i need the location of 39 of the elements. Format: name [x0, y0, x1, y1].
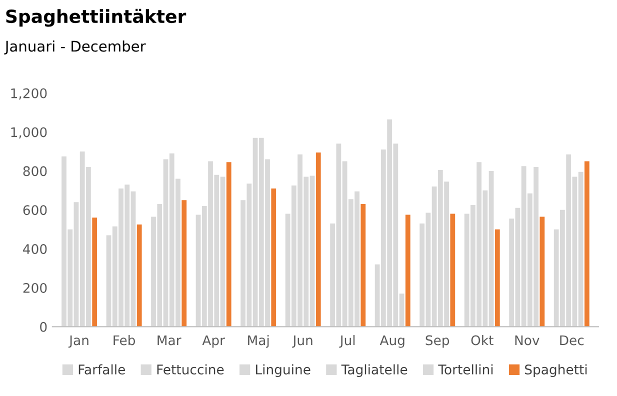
legend-label: Tortellini: [438, 364, 493, 374]
x-tick-label: Maj: [248, 335, 269, 348]
x-tick-label: Nov: [515, 335, 540, 346]
y-tick-label: 400: [23, 244, 47, 254]
bar: [182, 200, 187, 327]
chart-subtitle: Januari - December: [4, 40, 146, 54]
legend-label: Farfalle: [78, 364, 125, 374]
x-tick-label: Jun: [292, 335, 312, 348]
x-tick-label: Aug: [380, 335, 404, 348]
bar: [540, 216, 545, 327]
y-tick-label: 0: [40, 322, 47, 332]
x-tick-label: Jul: [339, 335, 355, 348]
legend-label: Linguine: [256, 364, 310, 378]
y-tick-label: 1,200: [11, 88, 47, 100]
bar: [450, 214, 456, 327]
bar: [226, 162, 232, 327]
y-tick-label: 600: [23, 205, 47, 216]
chart-title: Spaghettiintäkter: [6, 8, 186, 27]
x-tick-label: Jan: [68, 335, 88, 348]
legend-label: Tagliatelle: [341, 364, 408, 378]
bar: [316, 152, 321, 327]
x-tick-label: Sep: [426, 335, 450, 348]
bar: [405, 214, 410, 327]
y-tick-label: 1,000: [11, 127, 47, 139]
bar: [92, 218, 98, 327]
legend-label: Fettuccine: [157, 364, 224, 374]
bar: [271, 188, 276, 327]
bar: [584, 161, 590, 327]
bar: [494, 229, 500, 327]
y-tick-label: 200: [23, 282, 47, 293]
x-tick-label: Okt: [471, 335, 494, 346]
x-tick-label: Feb: [114, 335, 136, 346]
x-tick-label: Apr: [202, 335, 225, 348]
y-tick-label: 800: [23, 166, 47, 176]
x-tick-label: Mar: [158, 335, 182, 346]
legend-label: Spaghetti: [525, 364, 587, 378]
x-tick-label: Dec: [560, 335, 584, 346]
bar: [360, 204, 366, 327]
bar: [136, 224, 142, 327]
